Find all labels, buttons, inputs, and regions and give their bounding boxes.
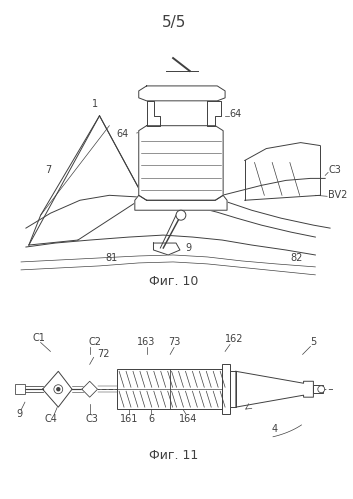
Text: C3: C3 <box>328 166 341 176</box>
Circle shape <box>176 210 186 220</box>
FancyBboxPatch shape <box>230 371 236 407</box>
Text: 5/5: 5/5 <box>162 15 186 30</box>
Text: 82: 82 <box>291 253 303 263</box>
Text: 164: 164 <box>179 414 197 424</box>
Text: C1: C1 <box>32 332 45 342</box>
Text: 5: 5 <box>310 337 317 347</box>
Polygon shape <box>43 371 72 407</box>
Text: 64: 64 <box>117 129 129 139</box>
Polygon shape <box>135 195 227 210</box>
Circle shape <box>318 386 325 393</box>
Text: 9: 9 <box>16 409 22 419</box>
Text: 163: 163 <box>137 337 156 347</box>
Text: 7: 7 <box>45 166 52 176</box>
Text: C2: C2 <box>88 337 101 347</box>
Text: 64: 64 <box>229 109 241 119</box>
Polygon shape <box>82 381 97 397</box>
FancyBboxPatch shape <box>222 364 230 414</box>
Polygon shape <box>139 126 223 200</box>
Text: Фиг. 11: Фиг. 11 <box>149 449 199 462</box>
Text: 1: 1 <box>91 99 98 109</box>
Polygon shape <box>236 371 313 407</box>
Text: C4: C4 <box>44 414 57 424</box>
Circle shape <box>54 385 63 394</box>
Text: C3: C3 <box>85 414 98 424</box>
Text: 6: 6 <box>149 414 155 424</box>
Circle shape <box>57 388 60 391</box>
Polygon shape <box>146 101 160 126</box>
Text: 4: 4 <box>271 424 277 434</box>
Polygon shape <box>154 243 180 255</box>
FancyBboxPatch shape <box>15 384 25 394</box>
Text: 162: 162 <box>225 334 243 344</box>
Polygon shape <box>208 101 221 126</box>
Polygon shape <box>139 86 225 101</box>
Text: 81: 81 <box>105 253 118 263</box>
Text: Фиг. 10: Фиг. 10 <box>149 275 199 288</box>
Text: 73: 73 <box>168 337 180 347</box>
Text: 161: 161 <box>120 414 138 424</box>
Text: 9: 9 <box>186 243 192 253</box>
FancyBboxPatch shape <box>313 385 323 393</box>
Text: BV2: BV2 <box>328 190 347 200</box>
FancyBboxPatch shape <box>117 369 222 409</box>
Text: 72: 72 <box>97 349 110 359</box>
